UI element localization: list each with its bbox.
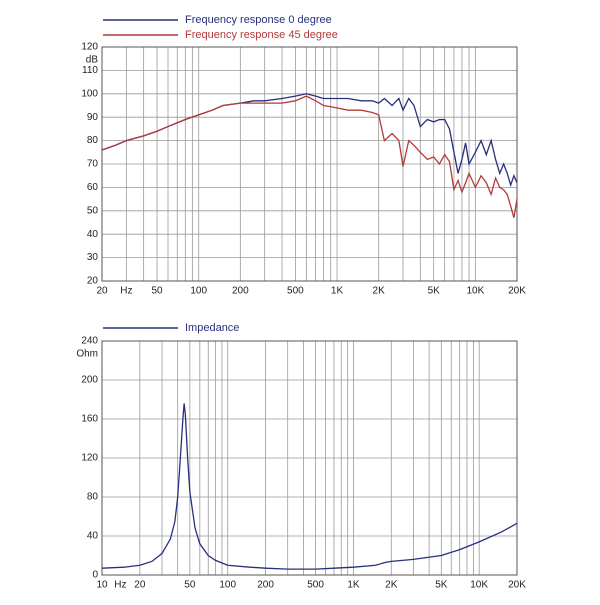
series-line	[101, 95, 518, 218]
x-tick-label: 1K	[331, 286, 344, 297]
legend-label: Impedance	[185, 322, 239, 334]
x-tick-label: 20K	[508, 580, 526, 591]
y-tick-label: 40	[87, 229, 99, 240]
y-tick-label: 90	[87, 112, 99, 123]
y-axis-label: dB	[86, 55, 99, 66]
series-line	[101, 403, 518, 570]
x-tick-label: 200	[232, 286, 249, 297]
x-tick-label: 50	[184, 580, 196, 591]
x-tick-label: 2K	[373, 286, 386, 297]
y-tick-label: 110	[82, 65, 98, 76]
y-tick-label: 50	[87, 205, 99, 216]
x-tick-label: 5K	[428, 286, 441, 297]
x-tick-label: 20	[96, 286, 108, 297]
y-tick-label: 100	[81, 88, 98, 99]
legend-label: Frequency response 45 degree	[185, 29, 338, 41]
y-tick-label: 120	[81, 453, 98, 464]
y-tick-label: 160	[81, 414, 98, 425]
x-tick-label: 5K	[435, 580, 448, 591]
x-tick-label: 10K	[470, 580, 488, 591]
x-tick-label: 1K	[347, 580, 360, 591]
x-tick-label: 50	[151, 286, 163, 297]
x-tick-label: 2K	[385, 580, 398, 591]
y-tick-label: 80	[87, 492, 99, 503]
x-tick-label: Hz	[114, 580, 126, 591]
plot-border	[101, 340, 518, 576]
series-line	[101, 93, 518, 188]
x-tick-label: 100	[219, 580, 236, 591]
y-tick-label: 40	[87, 531, 99, 542]
legend-label: Frequency response 0 degree	[185, 14, 332, 26]
x-tick-label: 500	[287, 286, 304, 297]
x-tick-label: 20	[134, 580, 146, 591]
y-tick-label: 20	[87, 276, 99, 287]
x-tick-label: 100	[190, 286, 207, 297]
y-tick-label: 30	[87, 252, 99, 263]
x-tick-label: 10	[96, 580, 108, 591]
y-tick-label: 60	[87, 182, 99, 193]
y-tick-label: 70	[87, 159, 99, 170]
y-axis-label: Ohm	[76, 349, 98, 360]
x-tick-label: Hz	[120, 286, 132, 297]
y-tick-label: 80	[87, 135, 99, 146]
y-tick-label: 240	[81, 336, 98, 347]
x-tick-label: 500	[307, 580, 324, 591]
y-tick-label: 200	[81, 375, 98, 386]
y-tick-label: 120	[81, 42, 98, 53]
plot-border	[101, 46, 518, 282]
x-tick-label: 20K	[508, 286, 526, 297]
y-tick-label: 0	[92, 570, 98, 581]
x-tick-label: 10K	[466, 286, 484, 297]
x-tick-label: 200	[257, 580, 274, 591]
